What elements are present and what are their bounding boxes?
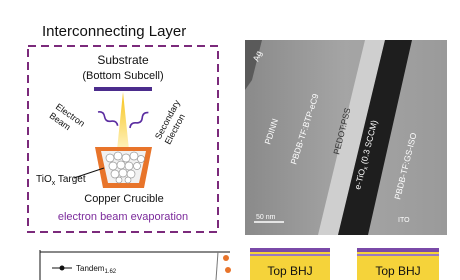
beam-cone bbox=[117, 92, 129, 150]
bhj-box: Top BHJ bbox=[250, 248, 330, 280]
legend-label: Tandem1.62 bbox=[76, 264, 117, 275]
pedot-layer bbox=[318, 40, 385, 235]
wavy-arrow bbox=[97, 111, 119, 126]
crucible-label: Copper Crucible bbox=[84, 193, 163, 205]
wavy-arrow bbox=[129, 111, 149, 129]
ag-region bbox=[245, 40, 262, 90]
dashed-box bbox=[27, 45, 219, 233]
curve bbox=[215, 251, 219, 280]
secondary-label: SecondaryElectron bbox=[153, 98, 192, 146]
panel-title: Interconnecting Layer bbox=[42, 23, 186, 40]
bhj-label: Top BHJ bbox=[375, 264, 420, 278]
target-pellets bbox=[105, 151, 145, 184]
subcell-label: (Bottom Subcell) bbox=[82, 70, 163, 82]
ito-label: ITO bbox=[398, 217, 410, 224]
legend-marker bbox=[59, 265, 65, 271]
method-label: electron beam evaporation bbox=[58, 211, 188, 223]
target-label: TiOx Target bbox=[36, 174, 86, 187]
ag-label: Ag bbox=[251, 49, 264, 63]
bhj-label: Top BHJ bbox=[267, 264, 312, 278]
bhj-box: Top BHJ bbox=[357, 248, 439, 280]
target-pointer bbox=[73, 167, 105, 179]
tiox-layer bbox=[338, 40, 412, 235]
substrate-bar bbox=[94, 87, 152, 91]
substrate-label: Substrate bbox=[97, 53, 149, 67]
beam-label: ElectronBeam bbox=[48, 101, 87, 137]
marker bbox=[225, 267, 231, 273]
scale-label: 50 nm bbox=[256, 214, 276, 221]
marker bbox=[223, 255, 229, 261]
